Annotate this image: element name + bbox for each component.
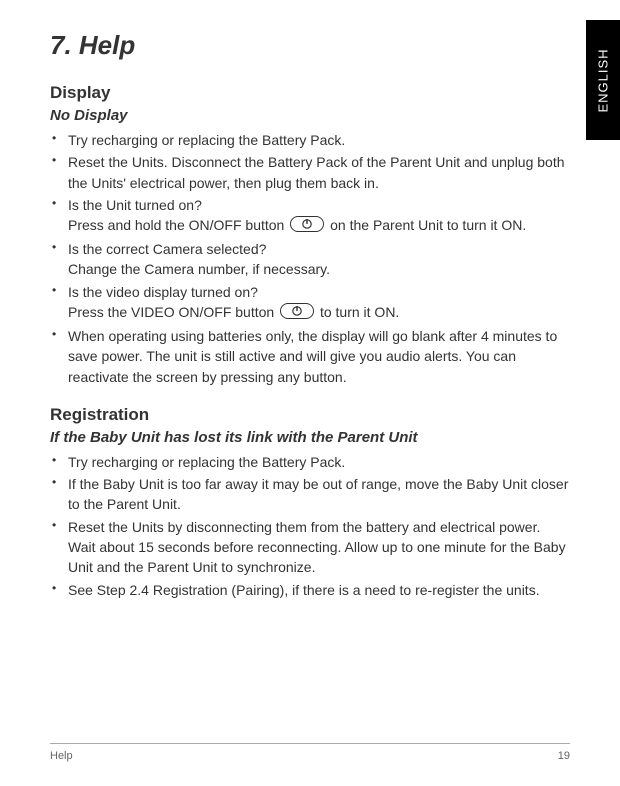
section-subheading-no-display: No Display — [50, 107, 570, 124]
list-item-text: Press the VIDEO ON/OFF button — [68, 304, 278, 320]
list-item-text: Is the correct Camera selected? — [68, 241, 266, 257]
list-item-text: Change the Camera number, if necessary. — [68, 261, 330, 277]
list-item-text: See Step 2.4 Registration (Pairing), if … — [68, 582, 540, 598]
list-item-text: Is the video display turned on? — [68, 284, 258, 300]
section-subheading-lost-link: If the Baby Unit has lost its link with … — [50, 429, 570, 446]
list-registration: Try recharging or replacing the Battery … — [50, 452, 570, 600]
power-icon — [290, 216, 324, 237]
list-item: Reset the Units. Disconnect the Battery … — [50, 152, 570, 193]
list-item-text: If the Baby Unit is too far away it may … — [68, 476, 568, 512]
list-item: Is the video display turned on? Press the… — [50, 282, 570, 324]
section-heading-registration: Registration — [50, 405, 570, 425]
list-item: If the Baby Unit is too far away it may … — [50, 474, 570, 515]
list-item: Reset the Units by disconnecting them fr… — [50, 517, 570, 578]
list-item: Try recharging or replacing the Battery … — [50, 452, 570, 472]
footer-page-number: 19 — [558, 750, 570, 762]
power-icon — [280, 303, 314, 324]
list-item: Try recharging or replacing the Battery … — [50, 130, 570, 150]
page-footer: Help 19 — [50, 743, 570, 762]
list-item-text: Try recharging or replacing the Battery … — [68, 454, 345, 470]
section-heading-display: Display — [50, 83, 570, 103]
list-item: See Step 2.4 Registration (Pairing), if … — [50, 580, 570, 600]
footer-section-label: Help — [50, 750, 73, 762]
page-title: 7. Help — [50, 30, 570, 61]
list-item: Is the Unit turned on? Press and hold the… — [50, 195, 570, 237]
list-item-text: Is the Unit turned on? — [68, 197, 202, 213]
list-item: When operating using batteries only, the… — [50, 326, 570, 387]
list-item-text: Reset the Units by disconnecting them fr… — [68, 519, 566, 576]
list-item-text: Reset the Units. Disconnect the Battery … — [68, 154, 565, 190]
list-item-text: Try recharging or replacing the Battery … — [68, 132, 345, 148]
list-item-text: on the Parent Unit to turn it ON. — [326, 217, 526, 233]
list-display: Try recharging or replacing the Battery … — [50, 130, 570, 387]
list-item: Is the correct Camera selected? Change th… — [50, 239, 570, 280]
list-item-text: Press and hold the ON/OFF button — [68, 217, 288, 233]
language-tab: ENGLISH — [586, 20, 620, 140]
list-item-text: to turn it ON. — [316, 304, 399, 320]
language-tab-label: ENGLISH — [596, 48, 611, 112]
list-item-text: When operating using batteries only, the… — [68, 328, 557, 385]
